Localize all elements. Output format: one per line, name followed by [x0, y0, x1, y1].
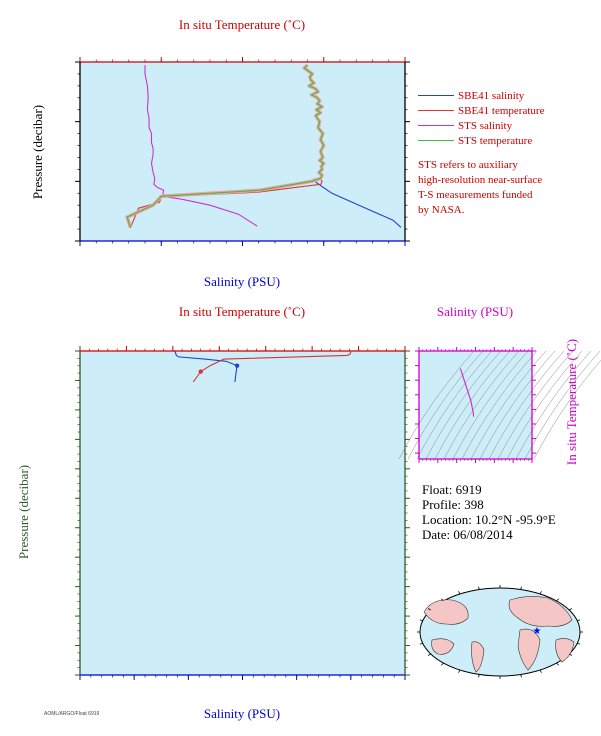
density-contour [479, 350, 556, 460]
density-contour [434, 350, 511, 460]
density-contour [443, 350, 520, 460]
density-contour [425, 350, 502, 460]
profile-number: Profile: 398 [422, 497, 484, 512]
inset-top-axis-title: Salinity (PSU) [437, 304, 513, 319]
ts-inset-plot: Salinity (PSU) In situ Temperature (˚C) [398, 304, 601, 465]
map-edge-tick [458, 591, 461, 595]
sts-temperature-line [126, 64, 325, 228]
upper-profile-plot: In situ Temperature (˚C) Salinity (PSU) … [30, 17, 410, 289]
sbe41-salinity-line [313, 178, 402, 228]
density-contour [461, 350, 538, 460]
float-info: Float: 6919 Profile: 398 Location: 10.2°… [422, 482, 556, 542]
density-contour [533, 359, 601, 460]
map-edge-tick [556, 662, 559, 666]
density-contour [398, 350, 475, 460]
sts-salinity-line [144, 65, 258, 227]
legend-swatch [418, 110, 454, 111]
map-edge-tick [569, 608, 573, 611]
data-point [234, 363, 240, 368]
legend-item-sts-salinity: STS salinity [418, 118, 544, 133]
float-id: Float: 6919 [422, 482, 482, 497]
continent [517, 628, 541, 671]
continent [471, 641, 485, 673]
map-edge-tick [419, 643, 423, 645]
map-edge-tick [520, 586, 522, 590]
legend-swatch [418, 95, 454, 96]
map-edge-tick [569, 653, 573, 656]
lower-top-axis-title: In situ Temperature (˚C) [179, 304, 305, 319]
legend-item-sbe41-salinity: SBE41 salinity [418, 88, 544, 103]
legend-label: SBE41 temperature [458, 104, 545, 117]
legend-label: STS temperature [458, 134, 533, 147]
map-edge-tick [427, 653, 431, 656]
density-contour [452, 350, 529, 460]
legend-note-line: high-resolution near-surface [418, 174, 543, 186]
lower-bottom-axis-title: Salinity (PSU) [204, 706, 280, 721]
map-edge-tick [419, 619, 423, 621]
world-map: ★ [417, 585, 583, 679]
legend-label: STS salinity [458, 119, 513, 132]
ts-curve [459, 368, 475, 417]
density-contour [506, 350, 583, 460]
map-edge-tick [478, 674, 480, 678]
map-edge-tick [441, 662, 444, 666]
map-edge-tick [478, 586, 480, 590]
legend-note-line: STS refers to auxiliary [418, 159, 518, 171]
density-contour [524, 350, 601, 460]
map-edge-tick [577, 643, 581, 645]
map-edge-tick [539, 669, 542, 673]
legend: SBE41 salinity SBE41 temperature STS sal… [418, 88, 544, 218]
legend-item-sbe41-temperature: SBE41 temperature [418, 103, 544, 118]
legend-label: SBE41 salinity [458, 89, 525, 102]
map-edge-tick [577, 619, 581, 621]
legend-note-line: by NASA. [418, 204, 465, 216]
density-contour [407, 350, 484, 460]
legend-item-sts-temperature: STS temperature [418, 133, 544, 148]
continent [431, 638, 455, 655]
plot-area [80, 351, 405, 675]
upper-bottom-axis-title: Salinity (PSU) [204, 274, 280, 289]
map-edge-tick [427, 608, 431, 611]
continent [423, 599, 469, 625]
date: Date: 06/08/2014 [422, 527, 513, 542]
footer-label: AOML/ARGO/Float 6919 [44, 711, 100, 717]
density-contour [416, 350, 493, 460]
continent [508, 596, 573, 627]
plot-area [80, 62, 405, 241]
lower-profile-plot: In situ Temperature (˚C) Salinity (PSU) … [16, 304, 410, 721]
map-edge-tick [520, 674, 522, 678]
lower-y-axis-title: Pressure (decibar) [16, 465, 31, 559]
inset-plot-area [419, 351, 532, 459]
map-edge-tick [556, 598, 559, 602]
legend-note-line: T-S measurements funded [418, 189, 533, 201]
map-edge-tick [539, 591, 542, 595]
legend-note: STS refers to auxiliary high-resolution … [418, 158, 544, 218]
sbe41-salinity-line [174, 350, 238, 382]
upper-top-axis-title: In situ Temperature (˚C) [179, 17, 305, 32]
density-contour [515, 350, 592, 460]
inset-right-axis-title: In situ Temperature (˚C) [564, 339, 579, 465]
data-point [198, 369, 203, 374]
density-contour [470, 350, 547, 460]
float-location-marker: ★ [533, 626, 542, 637]
upper-y-axis-title: Pressure (decibar) [30, 105, 45, 199]
legend-swatch [418, 140, 454, 141]
density-contour [488, 350, 565, 460]
legend-swatch [418, 125, 454, 126]
map-edge-tick [458, 669, 461, 673]
map-edge-tick [441, 598, 444, 602]
location: Location: 10.2°N -95.9°E [422, 512, 556, 527]
